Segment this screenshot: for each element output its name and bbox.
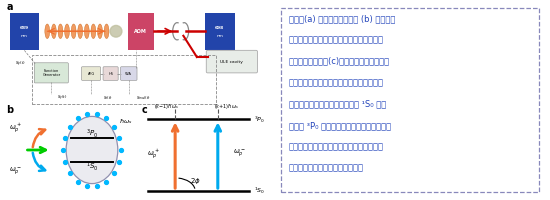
Text: ULE cavity: ULE cavity [221, 60, 243, 64]
Text: $^3P_0$: $^3P_0$ [254, 114, 265, 125]
Bar [32, 55, 216, 104]
Text: AFG: AFG [87, 72, 95, 76]
Text: $\hbar\omega_s$: $\hbar\omega_s$ [119, 117, 133, 126]
Text: 同弗洛凯准粒子之间的干涉效应。: 同弗洛凯准粒子之间的干涉效应。 [289, 164, 364, 173]
Text: 698: 698 [215, 26, 224, 30]
Ellipse shape [97, 24, 102, 39]
Text: $^3P_0$: $^3P_0$ [86, 127, 98, 140]
Text: VVA: VVA [125, 72, 132, 76]
Text: $\omega_p^-$: $\omega_p^-$ [233, 148, 246, 160]
Text: Function
Generator: Function Generator [42, 69, 60, 77]
Text: 初始过程相关的相对相位差，从而会发生不: 初始过程相关的相对相位差，从而会发生不 [289, 142, 384, 151]
Text: 生弗洛凯准粒子。(c)钟激光上的周期性驱动: 生弗洛凯准粒子。(c)钟激光上的周期性驱动 [289, 57, 390, 66]
Ellipse shape [71, 24, 76, 39]
Text: HS: HS [108, 72, 113, 76]
Text: $(k{+}1)\hbar\omega_s$: $(k{+}1)\hbar\omega_s$ [214, 102, 239, 111]
Ellipse shape [66, 116, 118, 184]
Text: AOM: AOM [134, 29, 147, 34]
FancyBboxPatch shape [9, 13, 39, 50]
Text: 跃迁到 ³P₀ 能级。由于两个过程之间存在与: 跃迁到 ³P₀ 能级。由于两个过程之间存在与 [289, 121, 391, 130]
Text: $(k{-}1)\hbar\omega_s$: $(k{-}1)\hbar\omega_s$ [153, 102, 179, 111]
Text: a: a [7, 2, 13, 12]
Ellipse shape [52, 24, 56, 39]
Text: $\omega_p^+$: $\omega_p^+$ [147, 148, 159, 161]
Text: 图示：(a) 实验的装置示意图 (b) 通过对晶: 图示：(a) 实验的装置示意图 (b) 通过对晶 [289, 14, 395, 23]
Ellipse shape [84, 24, 89, 39]
Ellipse shape [91, 24, 96, 39]
Text: 689: 689 [20, 26, 29, 30]
Ellipse shape [58, 24, 63, 39]
Text: $S_{mod}(t)$: $S_{mod}(t)$ [136, 94, 150, 102]
Ellipse shape [104, 24, 109, 39]
Ellipse shape [78, 24, 82, 39]
Text: $S_{\gamma}(t)$: $S_{\gamma}(t)$ [57, 94, 67, 102]
Text: c: c [141, 105, 147, 115]
FancyBboxPatch shape [81, 67, 101, 80]
FancyBboxPatch shape [120, 67, 137, 80]
Text: b: b [7, 105, 14, 115]
Text: $S_{\gamma}(t)$: $S_{\gamma}(t)$ [15, 59, 26, 68]
Ellipse shape [64, 24, 69, 39]
FancyBboxPatch shape [128, 13, 154, 50]
Circle shape [110, 25, 122, 37]
Text: $^1S_0$: $^1S_0$ [86, 160, 98, 173]
Text: $\omega_p^+$: $\omega_p^+$ [9, 121, 22, 135]
Ellipse shape [45, 24, 50, 39]
Text: 子可以借助弗洛凯准粒子辅助从 ¹S₀ 能级: 子可以借助弗洛凯准粒子辅助从 ¹S₀ 能级 [289, 100, 386, 109]
Text: $\omega_p^-$: $\omega_p^-$ [9, 166, 22, 178]
Text: $S_{r}(t)$: $S_{r}(t)$ [103, 94, 113, 102]
Text: nm: nm [21, 34, 28, 38]
Text: $^1S_0$: $^1S_0$ [254, 186, 265, 196]
Text: nm: nm [216, 34, 223, 38]
FancyBboxPatch shape [34, 63, 68, 83]
Text: 导致两条通道产生，从而通过不同过程，原: 导致两条通道产生，从而通过不同过程，原 [289, 78, 384, 87]
FancyBboxPatch shape [103, 67, 118, 80]
FancyBboxPatch shape [206, 50, 257, 73]
Text: $2\phi$: $2\phi$ [190, 176, 201, 186]
Text: 格激光进行周期性驱动，可以在原子周围产: 格激光进行周期性驱动，可以在原子周围产 [289, 35, 384, 44]
FancyBboxPatch shape [205, 13, 235, 50]
